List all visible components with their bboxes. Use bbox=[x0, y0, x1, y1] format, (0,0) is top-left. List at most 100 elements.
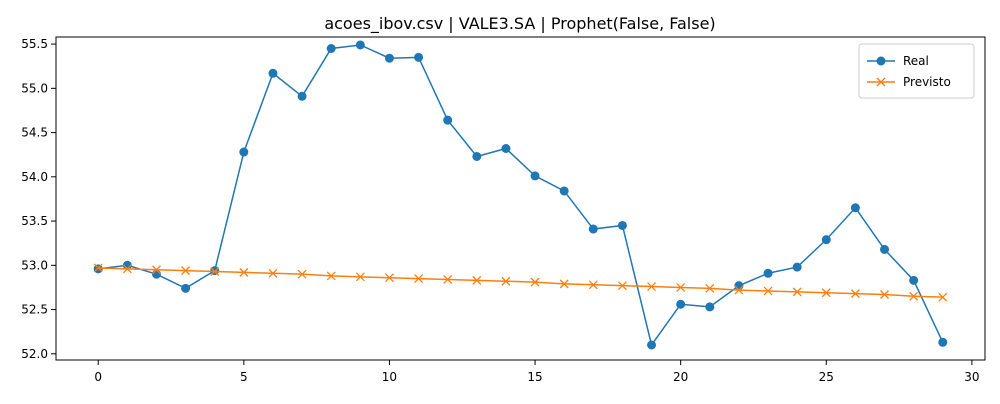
legend-entry-real: Real bbox=[867, 54, 929, 68]
data-point-previsto bbox=[617, 281, 627, 291]
data-point-previsto bbox=[734, 285, 744, 295]
x-marker-stroke bbox=[443, 275, 453, 284]
x-marker-stroke bbox=[792, 287, 802, 297]
data-point-previsto bbox=[443, 275, 453, 284]
x-marker-stroke bbox=[676, 282, 686, 292]
x-marker-stroke bbox=[93, 263, 103, 273]
y-tick-label: 53.5 bbox=[21, 214, 48, 228]
legend-marker bbox=[876, 77, 886, 87]
data-point-previsto bbox=[355, 272, 365, 282]
data-point-real bbox=[326, 44, 336, 54]
x-tick-label: 5 bbox=[240, 370, 248, 384]
data-point-real bbox=[355, 40, 365, 50]
x-tick-label: 10 bbox=[382, 370, 397, 384]
y-tick-label: 52.0 bbox=[21, 347, 48, 361]
x-marker-stroke bbox=[880, 290, 889, 299]
y-tick-label: 54.5 bbox=[21, 126, 48, 140]
data-point-real bbox=[938, 337, 948, 347]
series-line-real bbox=[98, 44, 944, 347]
data-point-previsto bbox=[938, 292, 948, 302]
x-marker-stroke bbox=[122, 264, 132, 274]
data-point-previsto bbox=[414, 274, 424, 284]
x-marker-stroke bbox=[617, 281, 627, 291]
x-marker-stroke bbox=[210, 267, 220, 276]
x-marker-stroke bbox=[647, 282, 657, 292]
data-point-previsto bbox=[530, 277, 540, 287]
data-point-previsto bbox=[880, 290, 889, 299]
data-point-previsto bbox=[850, 289, 860, 299]
y-tick-label: 52.5 bbox=[21, 303, 48, 317]
data-point-real bbox=[850, 203, 860, 213]
data-point-real bbox=[151, 269, 161, 279]
data-point-previsto bbox=[122, 264, 132, 274]
data-point-real bbox=[705, 302, 715, 312]
data-point-real bbox=[909, 275, 919, 285]
chart-title: acoes_ibov.csv | VALE3.SA | Prophet(Fals… bbox=[324, 14, 715, 34]
data-point-previsto bbox=[181, 266, 191, 276]
x-marker-stroke bbox=[734, 285, 744, 295]
data-point-real bbox=[559, 186, 569, 196]
data-point-previsto bbox=[647, 282, 657, 292]
data-point-previsto bbox=[501, 276, 511, 286]
x-tick-label: 25 bbox=[819, 370, 834, 384]
data-point-real bbox=[181, 283, 191, 293]
x-tick-label: 30 bbox=[964, 370, 979, 384]
x-marker-stroke bbox=[938, 292, 948, 302]
legend-marker bbox=[876, 56, 886, 66]
x-marker-stroke bbox=[588, 280, 598, 290]
series-line-previsto bbox=[98, 267, 943, 298]
data-point-previsto bbox=[384, 273, 394, 283]
plot-area: 0 5 10 15 20 25 30 52.0 52.5 53.0 53.5 54.0 54.5 55.0… bbox=[21, 37, 979, 384]
legend: Real Previsto bbox=[858, 43, 975, 99]
data-point-real bbox=[792, 262, 802, 272]
x-marker-stroke bbox=[181, 266, 191, 276]
legend-entry-previsto: Previsto bbox=[867, 75, 951, 89]
data-point-real bbox=[414, 52, 424, 62]
data-point-previsto bbox=[326, 271, 336, 281]
plot-frame bbox=[55, 36, 986, 361]
x-marker-stroke bbox=[705, 283, 715, 293]
data-point-real bbox=[384, 53, 394, 63]
x-marker-stroke bbox=[268, 268, 278, 278]
data-point-real bbox=[501, 144, 511, 154]
data-point-real bbox=[530, 171, 540, 181]
data-point-real bbox=[297, 91, 307, 101]
y-tick-label: 54.0 bbox=[21, 170, 48, 184]
x-tick-label: 0 bbox=[94, 370, 102, 384]
x-tick-label: 20 bbox=[673, 370, 688, 384]
x-marker-stroke bbox=[414, 274, 424, 284]
data-point-previsto bbox=[792, 287, 802, 297]
x-marker-stroke bbox=[384, 273, 394, 283]
x-marker-stroke bbox=[152, 265, 161, 275]
data-point-previsto bbox=[559, 279, 569, 289]
legend-box bbox=[858, 43, 975, 99]
x-marker-stroke bbox=[239, 267, 249, 277]
data-point-real bbox=[472, 151, 482, 161]
data-point-previsto bbox=[588, 280, 598, 290]
x-marker-stroke bbox=[876, 77, 886, 87]
x-marker-stroke bbox=[559, 279, 569, 289]
x-marker-stroke bbox=[530, 277, 540, 287]
legend-label: Real bbox=[903, 54, 929, 68]
data-point-previsto bbox=[210, 267, 220, 276]
data-point-real bbox=[647, 340, 657, 350]
data-point-real bbox=[588, 224, 598, 234]
data-point-real bbox=[443, 115, 453, 125]
data-point-real bbox=[676, 299, 686, 309]
x-marker-stroke bbox=[763, 286, 773, 296]
data-point-real bbox=[763, 268, 773, 278]
data-point-previsto bbox=[821, 288, 831, 298]
data-point-real bbox=[821, 235, 831, 245]
data-point-real bbox=[268, 68, 278, 78]
data-point-previsto bbox=[268, 268, 278, 278]
data-point-real bbox=[880, 244, 890, 254]
x-tick-label: 15 bbox=[527, 370, 542, 384]
x-marker-stroke bbox=[501, 276, 511, 286]
x-marker-stroke bbox=[297, 269, 307, 279]
data-point-previsto bbox=[152, 265, 161, 275]
data-point-previsto bbox=[909, 291, 919, 301]
x-marker-stroke bbox=[472, 275, 482, 285]
data-point-previsto bbox=[239, 267, 249, 277]
